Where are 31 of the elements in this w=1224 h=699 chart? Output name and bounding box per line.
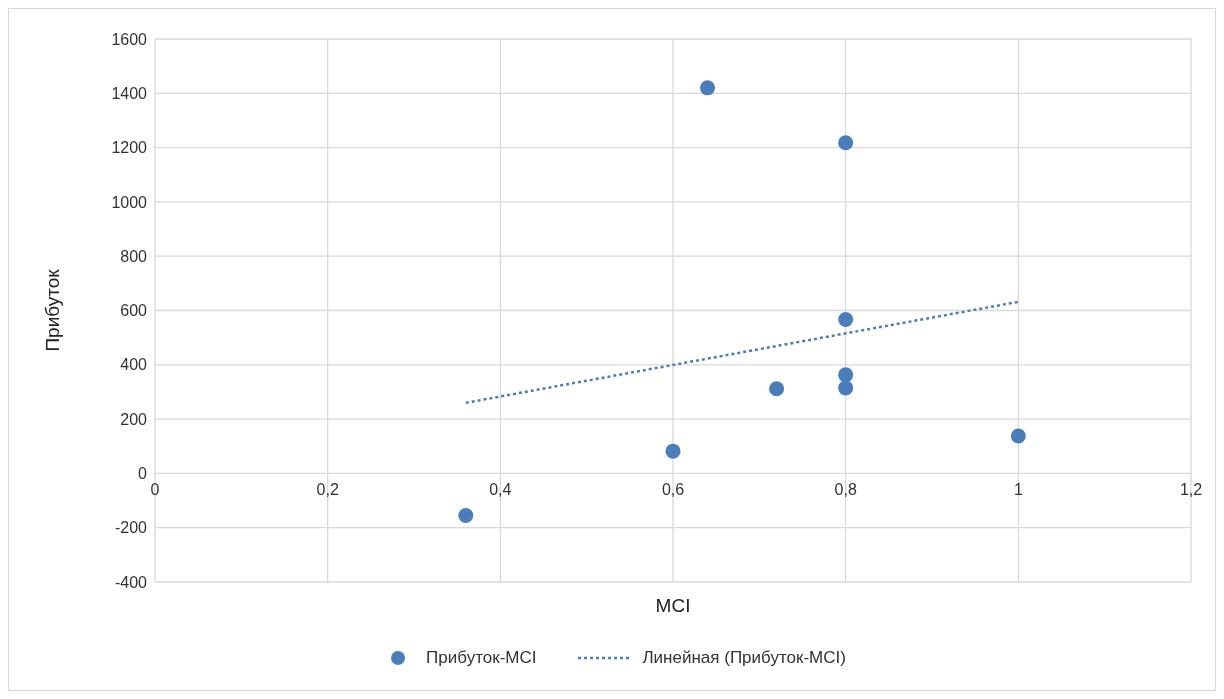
legend-label: Линейная (Прибуток-MCI) — [642, 648, 846, 668]
y-tick-label: 1600 — [111, 30, 148, 48]
point — [700, 80, 716, 96]
x-tick-label: 0,6 — [661, 481, 685, 499]
point — [1010, 428, 1026, 444]
point — [838, 311, 854, 327]
point — [458, 507, 474, 523]
point — [838, 380, 854, 396]
y-tick-label: -400 — [114, 573, 148, 591]
point — [665, 443, 681, 459]
x-tick-label: 0,2 — [316, 481, 339, 499]
x-tick-label: 0 — [150, 481, 160, 499]
point — [769, 381, 785, 397]
y-tick-label: 1000 — [111, 193, 148, 211]
y-tick-label: 400 — [120, 356, 148, 374]
point — [838, 135, 854, 151]
x-axis-title: MCI — [655, 595, 691, 617]
y-axis-title: Прибуток — [41, 268, 63, 352]
point — [838, 367, 854, 383]
y-tick-label: 1200 — [111, 139, 148, 157]
x-tick-label: 0,4 — [489, 481, 512, 499]
y-tick-label: 800 — [120, 247, 148, 265]
y-tick-label: 1400 — [111, 84, 148, 102]
x-tick-label: 1 — [1013, 481, 1023, 499]
y-tick-label: 0 — [138, 465, 148, 483]
x-tick-label: 1,2 — [1179, 481, 1203, 499]
y-tick-label: 600 — [120, 302, 148, 320]
x-tick-label: 0,8 — [834, 481, 857, 499]
y-tick-label: 200 — [120, 410, 148, 428]
legend-label: Прибуток-MCI — [426, 648, 537, 668]
y-tick-label: -200 — [114, 519, 148, 537]
